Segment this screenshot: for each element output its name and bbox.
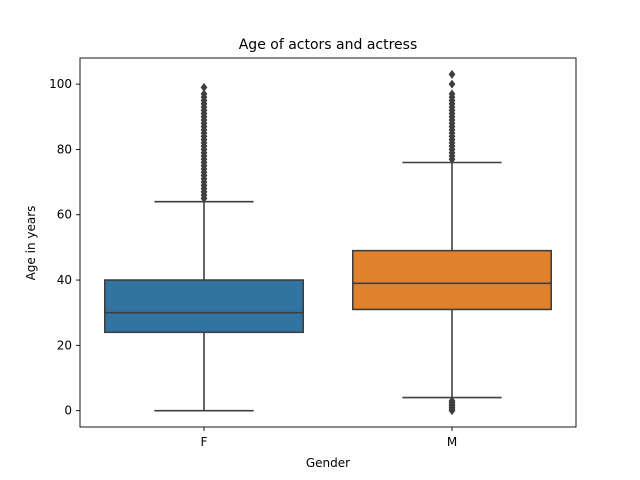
y-tick-label: 0 bbox=[64, 404, 72, 418]
outlier-point-f bbox=[200, 82, 208, 92]
y-axis-label: Age in years bbox=[24, 206, 38, 281]
chart-title: Age of actors and actress bbox=[239, 37, 418, 53]
y-tick-label: 80 bbox=[57, 142, 72, 156]
outlier-point-m bbox=[448, 69, 456, 79]
x-axis-label: Gender bbox=[306, 456, 350, 470]
plot-area bbox=[104, 69, 552, 416]
outlier-point-m bbox=[448, 79, 456, 89]
plot-frame bbox=[79, 57, 577, 428]
x-tick-label: M bbox=[447, 435, 457, 449]
box-group-m bbox=[351, 69, 552, 416]
box-group-f bbox=[104, 82, 304, 412]
y-tick-label: 40 bbox=[57, 273, 72, 287]
y-tick-label: 60 bbox=[57, 208, 72, 222]
x-tick-label: F bbox=[201, 435, 208, 449]
axes: 0 20 40 60 80 100 F M bbox=[49, 57, 577, 449]
box-m bbox=[351, 249, 552, 311]
outlier-point-m bbox=[448, 396, 456, 406]
y-tick-label: 20 bbox=[57, 338, 72, 352]
box-f bbox=[104, 279, 304, 334]
outlier-point-f bbox=[200, 89, 208, 99]
outlier-point-m bbox=[448, 89, 456, 99]
y-tick-label: 100 bbox=[49, 77, 72, 91]
